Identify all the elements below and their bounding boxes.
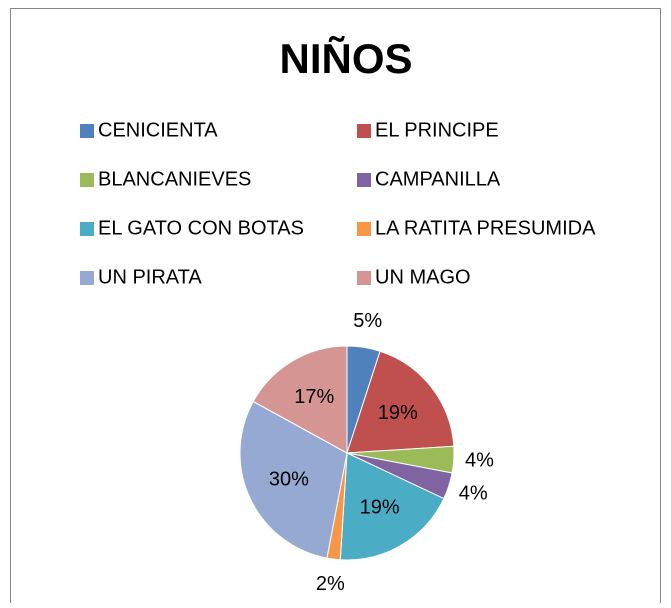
pie-slice bbox=[252, 345, 348, 454]
legend-label: EL GATO CON BOTAS bbox=[98, 217, 304, 239]
legend-label: EL PRINCIPE bbox=[375, 119, 499, 141]
legend-label: LA RATITA PRESUMIDA bbox=[375, 217, 596, 239]
data-label: 19% bbox=[360, 497, 400, 519]
legend-swatch bbox=[357, 222, 371, 236]
data-label: 5% bbox=[353, 310, 382, 332]
legend-swatch bbox=[357, 124, 371, 138]
legend-swatch bbox=[357, 271, 371, 285]
chart-title: NIÑOS bbox=[279, 35, 412, 82]
legend-swatch bbox=[357, 173, 371, 187]
legend-swatch bbox=[80, 173, 94, 187]
pie-slice bbox=[346, 350, 455, 454]
legend-swatch bbox=[80, 124, 94, 138]
data-label: 4% bbox=[465, 450, 494, 472]
data-label: 30% bbox=[269, 469, 309, 491]
legend-label: CAMPANILLA bbox=[375, 168, 501, 190]
pie-slice bbox=[339, 452, 445, 561]
legend-label: UN PIRATA bbox=[98, 266, 202, 288]
legend-swatch bbox=[80, 271, 94, 285]
data-label: 17% bbox=[294, 386, 334, 408]
legend-swatch bbox=[80, 222, 94, 236]
legend-label: BLANCANIEVES bbox=[98, 168, 251, 190]
data-label: 4% bbox=[459, 482, 488, 504]
pie-slice bbox=[239, 400, 348, 559]
legend-label: UN MAGO bbox=[375, 266, 471, 288]
legend-label: CENICIENTA bbox=[98, 119, 218, 141]
data-label: 2% bbox=[316, 573, 345, 595]
data-label: 19% bbox=[378, 402, 418, 424]
